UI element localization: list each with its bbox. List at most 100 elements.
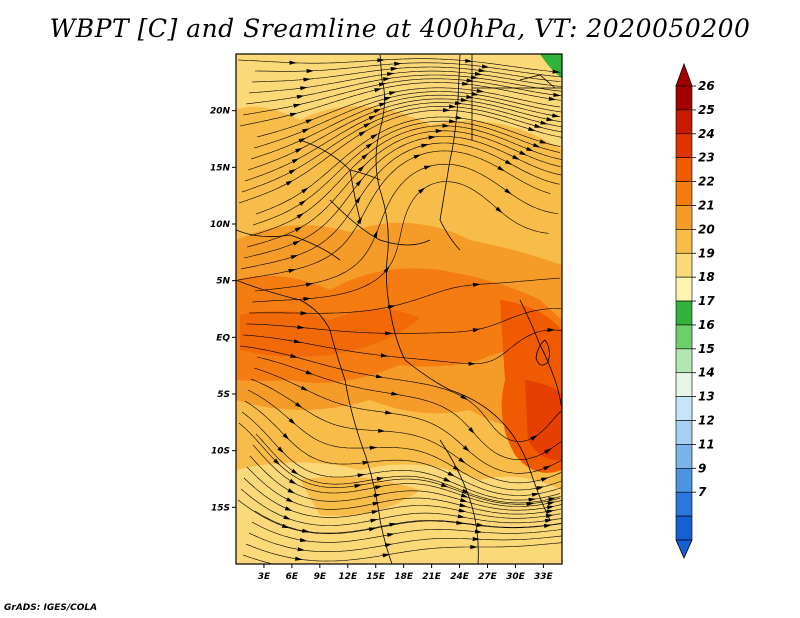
streamline-arrow	[373, 230, 378, 238]
streamline-arrow	[481, 64, 490, 69]
streamline-arrow	[552, 69, 560, 74]
map-frame	[235, 53, 563, 565]
colorbar-label: 13	[698, 390, 715, 404]
colorbar-label: 26	[698, 79, 715, 93]
lon-tick-label: 15E	[366, 572, 386, 582]
streamline-arrow	[295, 402, 303, 408]
streamline-arrow	[460, 97, 469, 102]
streamline	[237, 150, 551, 281]
streamline-arrow	[539, 139, 548, 144]
colorbar-label: 21	[698, 198, 715, 212]
streamline-arrow	[305, 119, 314, 124]
streamline-arrow	[390, 66, 399, 71]
streamline-arrow	[391, 391, 399, 396]
streamline-arrow	[454, 101, 463, 106]
colorbar-swatch	[675, 181, 693, 206]
streamline-arrow	[295, 147, 303, 153]
streamline-arrow	[456, 520, 464, 525]
streamline-arrow	[470, 545, 478, 550]
streamline-arrow	[299, 537, 308, 542]
streamline-arrow	[519, 150, 527, 156]
streamline-arrow	[385, 410, 393, 415]
streamline-arrow	[383, 265, 390, 274]
streamline-arrow	[440, 482, 449, 488]
streamline-arrow	[476, 522, 485, 527]
streamline-arrow	[378, 82, 387, 87]
streamline-arrow	[300, 385, 309, 391]
lon-axis: 3E 6E 9E 12E 15E 18E 21E 24E 27E 30E 33E	[258, 564, 554, 582]
lat-tick-label: 5S	[217, 390, 230, 400]
colorbar-swatch	[675, 468, 693, 493]
streamline-arrow	[302, 128, 310, 134]
colorbar-label: 23	[698, 151, 715, 165]
streamline-arrow	[449, 119, 457, 124]
streamline-arrow	[387, 533, 395, 537]
colorbar-swatch	[675, 491, 693, 517]
streamline-arrow	[285, 180, 294, 186]
streamline-arrow	[512, 154, 520, 160]
streamline-arrow	[442, 123, 450, 128]
streamline-arrow	[459, 503, 467, 507]
streamline-arrow	[472, 282, 481, 287]
streamline-arrow	[368, 115, 377, 121]
streamline-arrow	[378, 428, 386, 433]
credit-label: GrADS: IGES/COLA	[4, 603, 98, 613]
streamline-arrow	[370, 518, 378, 523]
streamline-arrow	[281, 523, 290, 529]
streamline-arrow	[384, 96, 392, 101]
colorbar-bottom-arrow	[675, 539, 693, 559]
streamline-arrow	[289, 112, 298, 117]
streamline-arrow	[418, 187, 426, 194]
streamline-arrow	[361, 153, 369, 160]
lat-tick-label: EQ	[216, 333, 230, 343]
streamline	[239, 345, 562, 442]
colorbar-swatch	[675, 324, 693, 350]
streamline-arrow	[458, 457, 466, 464]
colorbar-label: 12	[698, 414, 715, 428]
streamline-arrow	[282, 433, 290, 440]
streamline-arrow	[548, 96, 557, 101]
streamline-arrow	[504, 188, 512, 195]
colorbar-label: 17	[698, 294, 715, 308]
streamline-arrow	[373, 108, 382, 114]
colorbar-swatch	[675, 157, 693, 182]
streamline-arrow	[546, 509, 555, 514]
lon-tick-label: 27E	[478, 572, 498, 582]
streamline-arrow	[288, 169, 297, 175]
colorbar-label: 25	[698, 103, 715, 117]
streamline-arrow	[290, 255, 299, 260]
lon-tick-label: 33E	[534, 572, 554, 582]
streamline-arrow	[526, 502, 534, 507]
streamline-arrow	[295, 556, 303, 561]
colorbar-label: 11	[698, 437, 715, 451]
streamline-arrow	[377, 58, 385, 63]
streamline-arrow	[544, 448, 552, 454]
streamline-arrow	[374, 485, 383, 490]
streamline-arrow	[460, 394, 468, 400]
lon-tick-label: 3E	[258, 572, 271, 582]
streamline-arrow	[387, 72, 395, 77]
streamline-arrow	[462, 445, 470, 452]
streamline-arrow	[449, 104, 457, 109]
streamline-arrow	[548, 497, 556, 502]
streamline-arrow	[383, 77, 391, 82]
streamline-arrow	[534, 123, 542, 128]
streamline-arrow	[303, 77, 311, 82]
streamline	[242, 554, 273, 564]
streamline-arrow	[371, 510, 380, 515]
lon-tick-label: 21E	[422, 572, 442, 582]
streamline-arrow	[368, 527, 377, 532]
colorbar-label: 24	[698, 127, 715, 141]
streamline-arrow	[389, 91, 397, 96]
streamline-arrow	[290, 353, 298, 358]
colorbar-swatch	[675, 252, 693, 278]
streamline-arrow	[288, 269, 296, 273]
colorbar-label: 16	[698, 318, 715, 332]
streamline-arrow	[532, 143, 541, 148]
streamline-arrow	[300, 311, 308, 316]
streamline-arrow	[362, 460, 371, 465]
lon-tick-label: 9E	[314, 572, 327, 582]
colorbar-swatch	[675, 205, 693, 230]
streamline	[240, 142, 560, 270]
